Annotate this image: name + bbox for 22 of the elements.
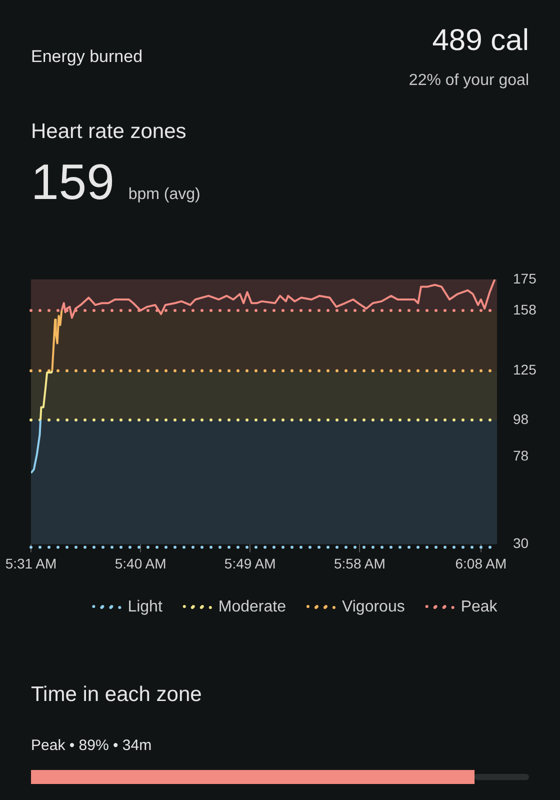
legend-label: Vigorous xyxy=(342,598,405,616)
x-tick-label: 5:49 AM xyxy=(224,555,276,572)
chart-subtitle: 159 bpm (avg) xyxy=(31,154,200,210)
y-tick-label: 175 xyxy=(513,270,537,286)
x-tick-label: 5:31 AM xyxy=(5,555,57,572)
x-tick-label: 5:40 AM xyxy=(114,555,166,572)
chart-title: Time in each zone xyxy=(31,683,202,707)
legend-label: Light xyxy=(128,598,163,616)
y-tick-label: 158 xyxy=(513,301,537,318)
y-tick-label: 98 xyxy=(513,410,529,427)
legend-label: Peak xyxy=(460,598,498,616)
text: 22% of your goal xyxy=(408,72,529,90)
y-tick-label: 125 xyxy=(513,362,537,378)
legend-label: Moderate xyxy=(218,598,286,616)
y-tick-label: Peak • 89% • 34m xyxy=(31,737,152,754)
y-tick-label: 78 xyxy=(513,447,529,464)
y-tick-label: 30 xyxy=(513,535,529,552)
text: Energy burned xyxy=(31,47,143,67)
x-tick-label: 5:58 AM xyxy=(334,555,386,572)
text: 489 cal xyxy=(432,24,529,58)
x-tick-label: 6:08 AM xyxy=(455,555,507,572)
chart-title: Heart rate zones xyxy=(31,120,186,144)
